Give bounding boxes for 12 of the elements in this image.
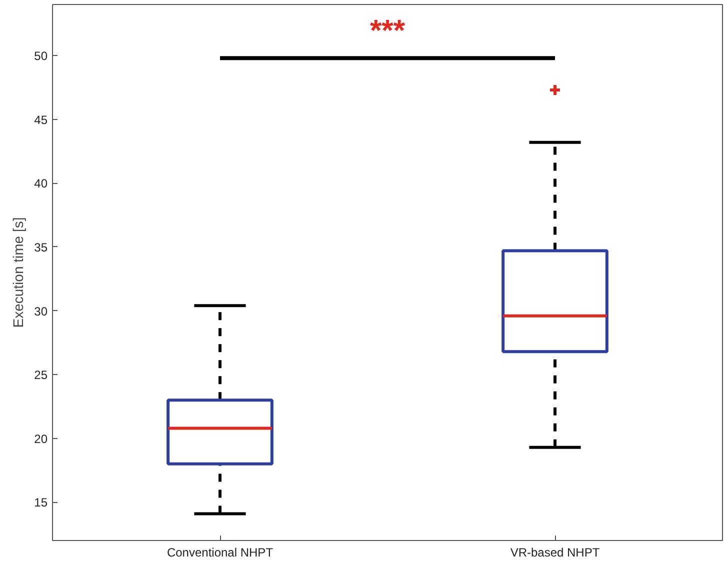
x-tick-label: Conventional NHPT	[166, 546, 274, 560]
x-tick-label: VR-based NHPT	[510, 546, 600, 560]
y-tick-label: 50	[34, 49, 48, 64]
y-tick-label: 20	[34, 432, 48, 446]
y-tick-label: 40	[34, 176, 48, 191]
annotation: ***	[370, 14, 406, 48]
y-axis-title: Execution time [s]	[10, 217, 26, 328]
y-tick-label: 15	[34, 496, 48, 510]
y-tick-label: 45	[34, 112, 48, 127]
y-tick-label: 35	[34, 240, 48, 254]
y-tick-label: 30	[34, 304, 48, 318]
y-tick-label: 25	[34, 368, 48, 382]
